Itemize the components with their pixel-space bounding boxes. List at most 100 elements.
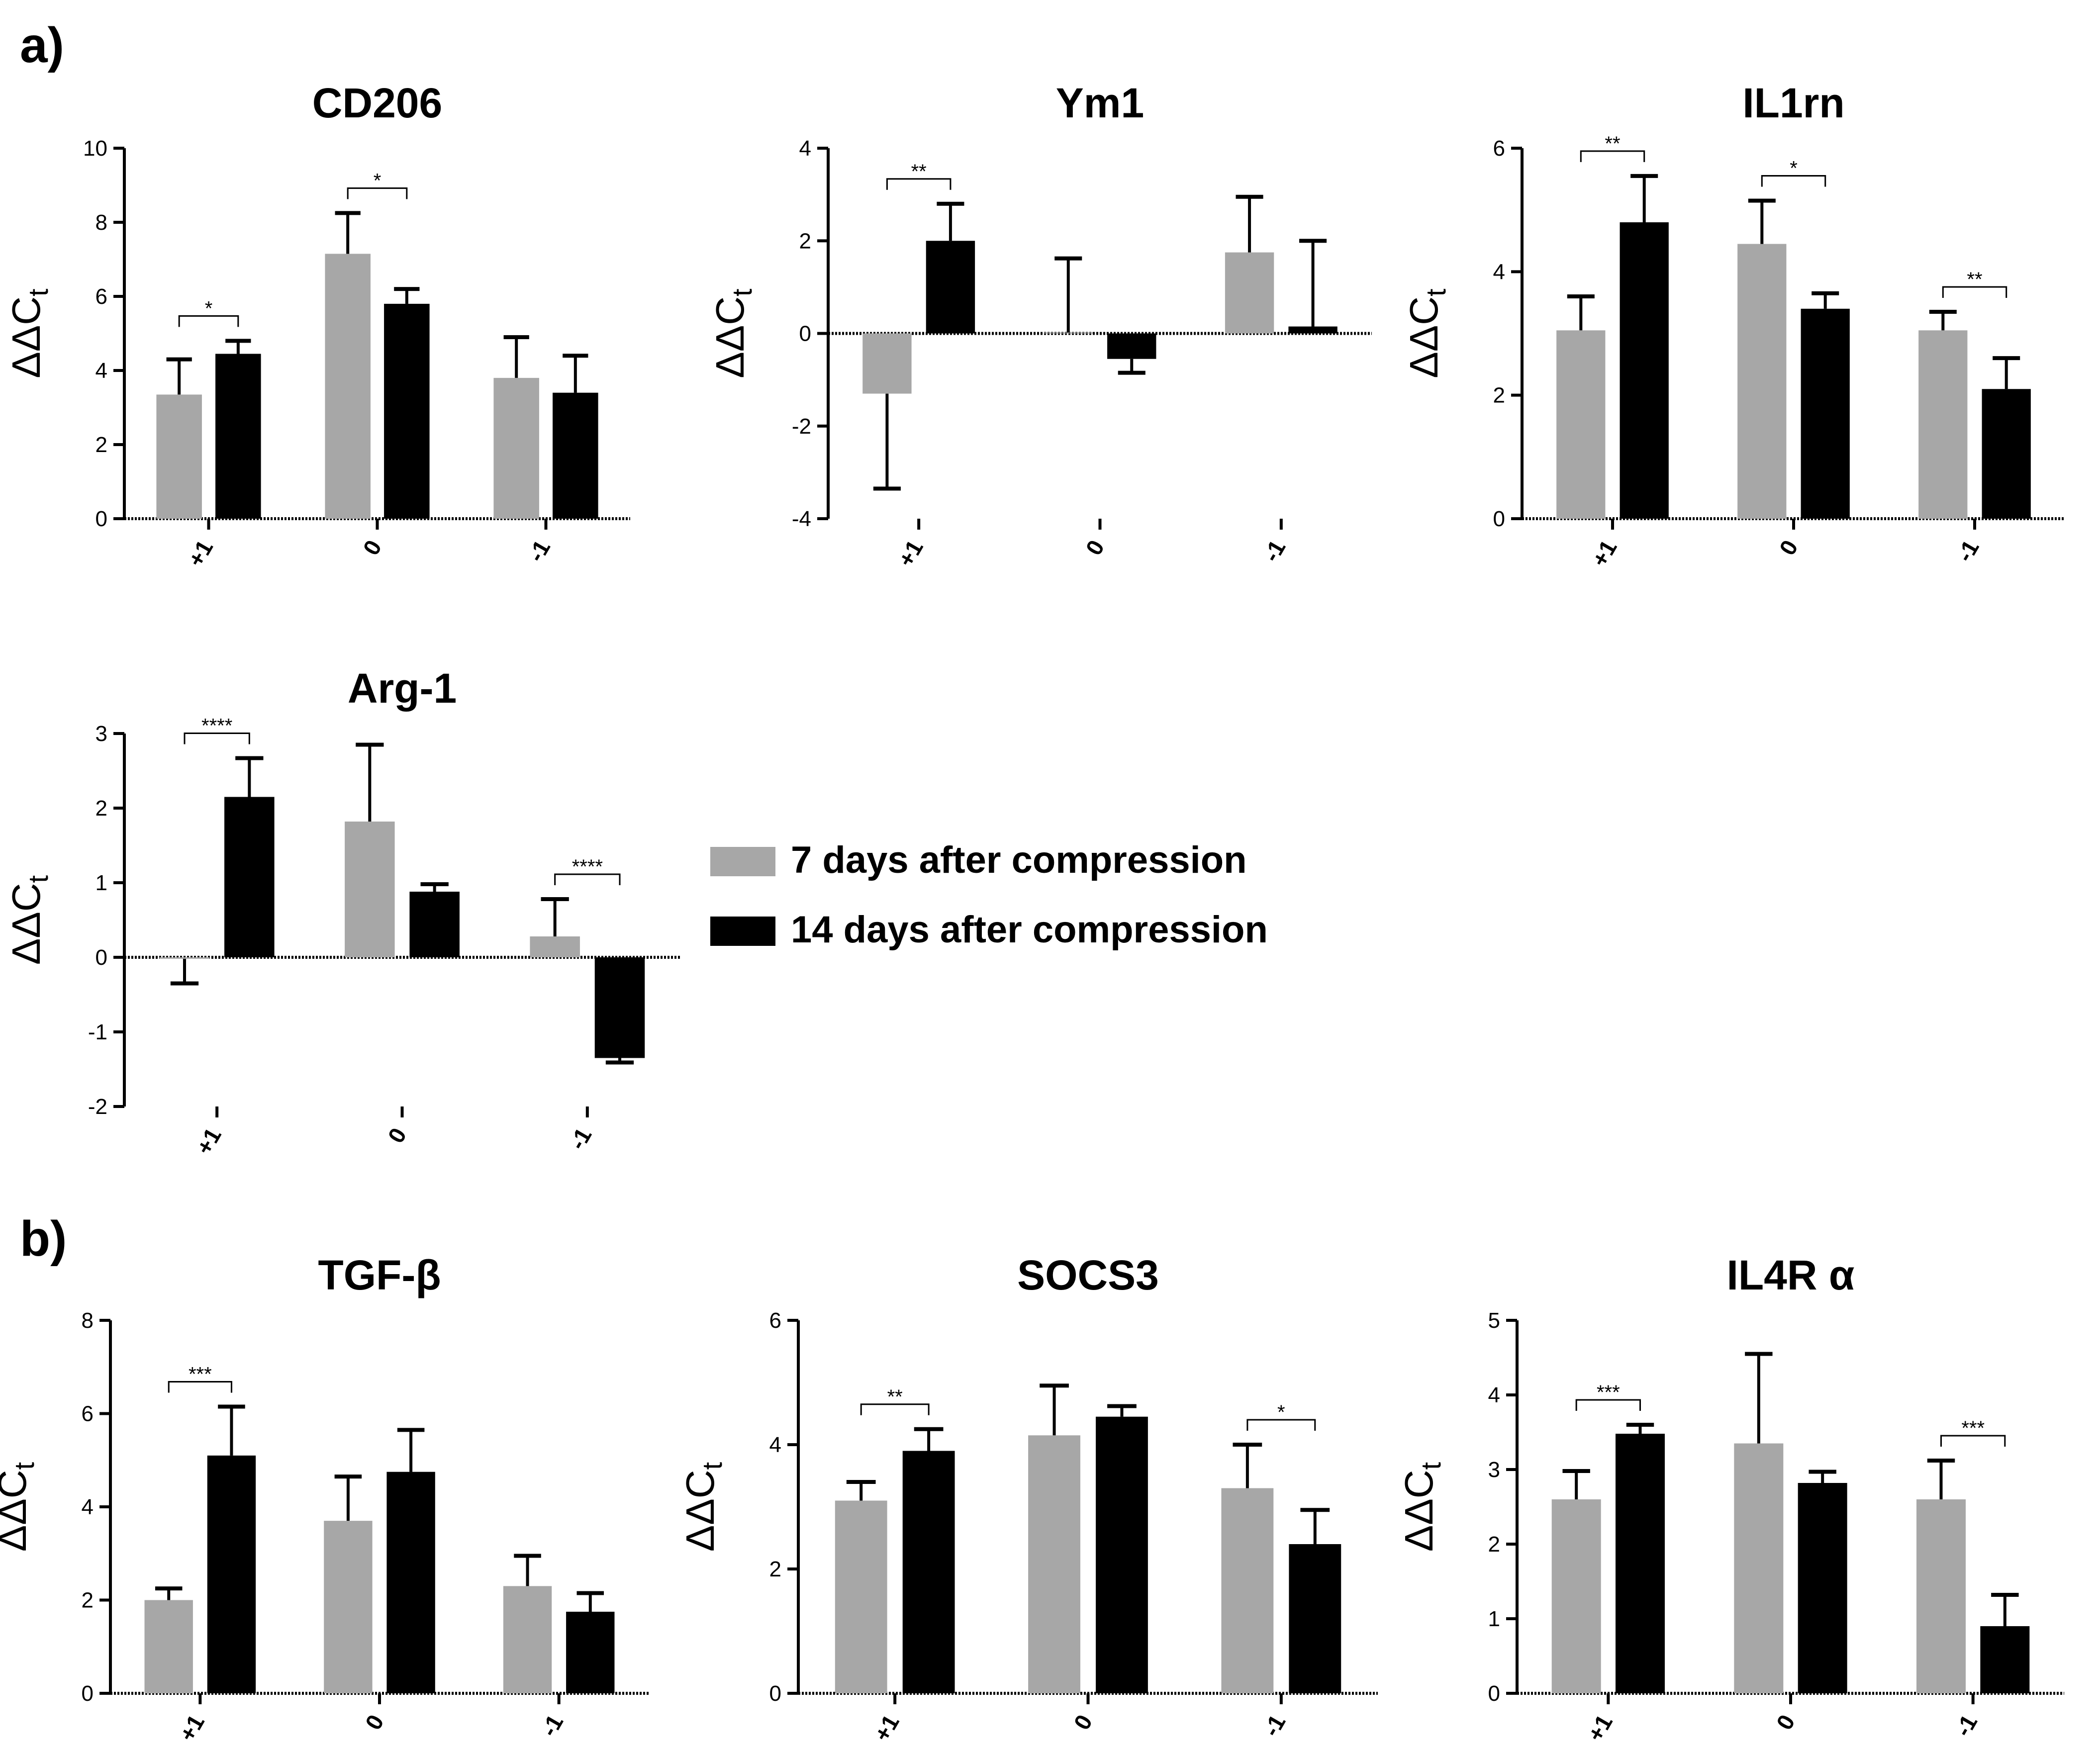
chart-title: IL1rn [1742, 80, 1844, 126]
chart-title: TGF-β [318, 1252, 441, 1298]
y-tick-label: 0 [82, 1681, 94, 1706]
bar-7-days-after-compression-0 [324, 1521, 373, 1693]
y-tick-label: 3 [95, 722, 107, 746]
bar-14-days-after-compression-1 [1980, 1626, 2030, 1693]
significance-bracket [1942, 286, 2007, 298]
legend-swatch-14-days [710, 917, 775, 946]
y-tick-label: -2 [88, 1095, 107, 1119]
legend-label-14-days: 14 days after compression [791, 909, 1268, 951]
y-tick-label: 10 [83, 136, 107, 161]
bar-7-days-after-compression-1 [1221, 1488, 1274, 1693]
bar-7-days-after-compression-0 [1734, 1443, 1784, 1693]
charts-container: CD206ΔΔCt0246810+1*0*-1Ym1ΔΔCt-4-2024+1*… [0, 80, 2065, 1746]
y-tick-label: 6 [769, 1308, 781, 1333]
y-tick-label: 4 [769, 1433, 781, 1457]
bar-7-days-after-compression-1 [156, 394, 202, 519]
legend: 7 days after compression 14 days after c… [710, 839, 1268, 951]
bar-7-days-after-compression-1 [1916, 1499, 1966, 1693]
chart-title: SOCS3 [1017, 1252, 1159, 1298]
y-tick-label: 2 [1493, 383, 1505, 408]
bar-7-days-after-compression-0 [1028, 1435, 1080, 1693]
significance-label: *** [1961, 1417, 1985, 1439]
significance-bracket [860, 1403, 930, 1415]
bar-7-days-after-compression-1 [1918, 330, 1968, 519]
bar-7-days-after-compression-1 [1551, 1499, 1601, 1693]
y-tick-label: 0 [95, 945, 107, 970]
chart-title: Ym1 [1056, 80, 1144, 126]
y-tick-label: 4 [95, 359, 107, 383]
significance-bracket [1580, 150, 1645, 162]
y-tick-label: -1 [88, 1020, 107, 1044]
y-tick-label: 4 [799, 136, 811, 161]
bar-7-days-after-compression-1 [1556, 330, 1606, 519]
bar-7-days-after-compression-1 [1225, 252, 1274, 334]
y-tick-label: 6 [82, 1402, 94, 1426]
significance-label: *** [189, 1363, 212, 1385]
significance-bracket [184, 733, 250, 744]
y-axis-label: ΔΔCt [4, 288, 54, 378]
y-tick-label: 0 [1488, 1681, 1500, 1706]
y-tick-label: 1 [1488, 1607, 1500, 1631]
y-tick-label: 3 [1488, 1458, 1500, 1482]
bar-7-days-after-compression-0 [1737, 244, 1787, 519]
legend-label-7-days: 7 days after compression [791, 839, 1247, 881]
significance-label: * [205, 297, 213, 319]
y-axis-label: ΔΔCt [1402, 288, 1451, 378]
y-tick-label: 8 [82, 1308, 94, 1333]
bar-14-days-after-compression-1 [224, 797, 275, 957]
bar-7-days-after-compression-0 [325, 254, 371, 519]
y-tick-label: 6 [1493, 136, 1505, 161]
significance-bracket [1761, 175, 1826, 187]
significance-bracket [886, 178, 952, 190]
y-tick-label: 1 [95, 871, 107, 895]
bar-14-days-after-compression-1 [1616, 1434, 1665, 1693]
y-tick-label: 6 [95, 284, 107, 309]
bar-14-days-after-compression-1 [902, 1451, 955, 1693]
panel-label-b: b) [20, 1211, 67, 1267]
bar-14-days-after-compression-1 [926, 241, 975, 334]
significance-bracket [1575, 1399, 1641, 1411]
bar-14-days-after-compression-1 [1620, 222, 1669, 519]
chart-title: IL4R α [1726, 1252, 1854, 1298]
bar-14-days-after-compression-1 [215, 354, 261, 519]
significance-label: * [1790, 158, 1798, 180]
bar-7-days-after-compression-1 [862, 333, 912, 394]
y-tick-label: 8 [95, 210, 107, 235]
significance-label: *** [1597, 1382, 1620, 1403]
bar-14-days-after-compression-0 [1107, 333, 1156, 359]
bar-14-days-after-compression-1 [553, 392, 598, 519]
significance-label: * [374, 170, 382, 191]
y-axis-label: ΔΔCt [1397, 1462, 1446, 1552]
y-tick-label: -4 [792, 507, 811, 531]
bar-7-days-after-compression-0 [345, 822, 395, 957]
y-axis-label: ΔΔCt [0, 1462, 40, 1552]
y-tick-label: 0 [769, 1681, 781, 1706]
y-tick-label: 2 [799, 229, 811, 253]
significance-bracket [554, 873, 621, 885]
significance-bracket [1940, 1435, 2006, 1447]
bar-14-days-after-compression-1 [207, 1455, 256, 1693]
y-axis-label: ΔΔCt [708, 288, 758, 378]
bar-7-days-after-compression-0 [1044, 332, 1093, 334]
significance-bracket [347, 187, 408, 199]
y-tick-label: 2 [95, 796, 107, 821]
significance-bracket [178, 315, 239, 327]
y-tick-label: -2 [792, 414, 811, 439]
y-tick-label: 2 [95, 433, 107, 457]
bar-14-days-after-compression-0 [384, 303, 430, 519]
significance-label: ** [887, 1386, 903, 1408]
chart-title: CD206 [312, 80, 442, 126]
y-tick-label: 2 [1488, 1532, 1500, 1557]
bar-14-days-after-compression-1 [1982, 389, 2031, 519]
bar-14-days-after-compression-0 [1798, 1483, 1847, 1693]
y-tick-label: 4 [1488, 1383, 1500, 1407]
y-tick-label: 0 [95, 507, 107, 531]
significance-label: ** [1605, 133, 1620, 155]
y-tick-label: 2 [82, 1588, 94, 1613]
